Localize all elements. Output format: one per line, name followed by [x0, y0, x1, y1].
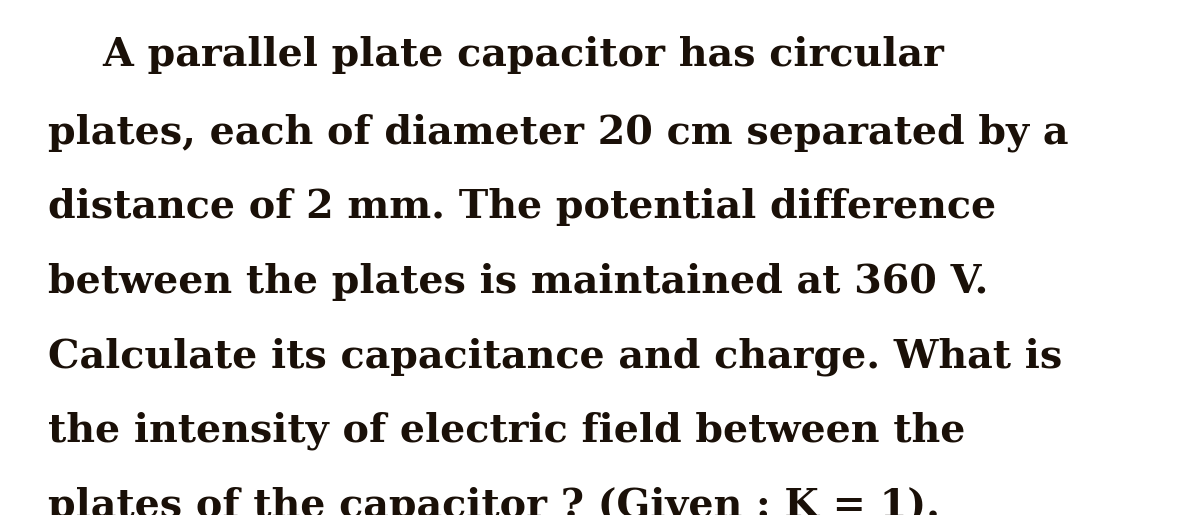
Text: plates of the capacitor ? (Given : K = 1).: plates of the capacitor ? (Given : K = 1… [48, 487, 940, 515]
Text: distance of 2 mm. The potential difference: distance of 2 mm. The potential differen… [48, 188, 996, 226]
Text: between the plates is maintained at 360 V.: between the plates is maintained at 360 … [48, 263, 989, 301]
Text: plates, each of diameter 20 cm separated by a: plates, each of diameter 20 cm separated… [48, 113, 1068, 152]
Text: the intensity of electric field between the: the intensity of electric field between … [48, 412, 965, 451]
Text: Calculate its capacitance and charge. What is: Calculate its capacitance and charge. Wh… [48, 337, 1062, 376]
Text: A parallel plate capacitor has circular: A parallel plate capacitor has circular [48, 36, 944, 74]
